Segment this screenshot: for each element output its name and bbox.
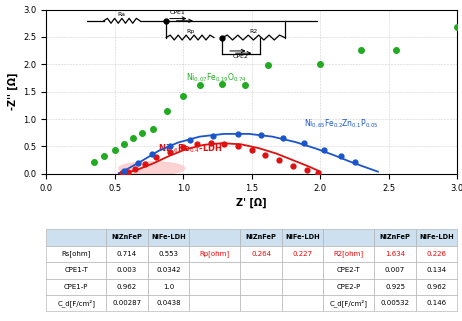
Text: Ni$_{0.07}$Fe$_{0.19}$O$_{0.74}$: Ni$_{0.07}$Fe$_{0.19}$O$_{0.74}$	[186, 71, 247, 83]
X-axis label: Z' [Ω]: Z' [Ω]	[237, 198, 267, 208]
Text: Ni$_{0.65}$Fe$_{0.2}$Zn$_{0.1}$P$_{0.05}$: Ni$_{0.65}$Fe$_{0.2}$Zn$_{0.1}$P$_{0.05}…	[304, 117, 378, 130]
Ellipse shape	[119, 162, 185, 175]
Y-axis label: -Z'' [Ω]: -Z'' [Ω]	[7, 73, 18, 110]
Text: Ni$_{0.6}$Fe$_{0.4}$-LDH: Ni$_{0.6}$Fe$_{0.4}$-LDH	[158, 143, 222, 155]
